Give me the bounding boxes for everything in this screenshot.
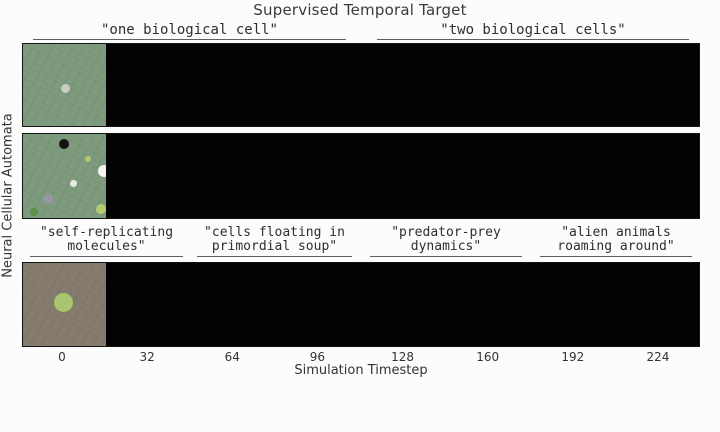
mid-prompt-label-line: roaming around": [557, 239, 675, 254]
mid-prompt-label-line: "predator-prey: [391, 225, 501, 240]
nca-row-1-frame: [23, 44, 106, 126]
cell-dot: [85, 156, 91, 162]
mid-prompt-label-line: "alien animals: [561, 225, 671, 240]
plot-area: "one biological cell" "two biological cel…: [22, 0, 700, 432]
cell-dot: [30, 208, 38, 216]
x-tick-label: 96: [309, 350, 326, 364]
x-tick-label: 0: [58, 350, 66, 364]
mid-prompt-label: "cells floating in primordial soup": [197, 226, 352, 257]
nca-row-3-frame: [23, 263, 106, 346]
mid-prompt-label-line: primordial soup": [211, 239, 338, 254]
x-tick-label: 64: [224, 350, 240, 364]
mid-prompt-label-line: "self-replicating: [39, 225, 174, 240]
mid-prompt-label: "predator-prey dynamics": [370, 226, 522, 257]
mid-prompt-label-line: molecules": [67, 239, 146, 254]
cell-dot: [53, 292, 73, 312]
nca-row-1-strip: [22, 43, 700, 127]
top-prompt-label: "two biological cells": [377, 22, 689, 40]
mid-prompt-label-line: dynamics": [410, 239, 482, 254]
y-axis-label: Neural Cellular Automata: [0, 113, 16, 278]
figure-title: Supervised Temporal Target: [253, 1, 467, 19]
cell-dot: [43, 194, 53, 204]
mid-prompt-label-line: "cells floating in: [204, 225, 345, 240]
mid-prompt-label: "alien animals roaming around": [540, 226, 692, 257]
mid-prompt-label: "self-replicating molecules": [30, 226, 183, 257]
x-axis-label: Simulation Timestep: [294, 363, 428, 378]
cell-dot: [98, 165, 106, 177]
x-tick-label: 160: [476, 350, 500, 364]
x-tick-label: 192: [561, 350, 585, 364]
top-prompt-label: "one biological cell": [33, 22, 346, 40]
x-tick-label: 224: [646, 350, 670, 364]
nca-row-2-frame: [23, 134, 106, 218]
x-tick-label: 32: [139, 350, 155, 364]
x-tick-label: 128: [391, 350, 414, 364]
nca-row-2-strip: [22, 133, 700, 219]
cell-dot: [69, 179, 77, 187]
nca-row-3-strip: [22, 262, 700, 347]
cell-dot: [60, 83, 70, 93]
cell-dot: [96, 204, 106, 214]
cell-dot: [59, 139, 69, 149]
